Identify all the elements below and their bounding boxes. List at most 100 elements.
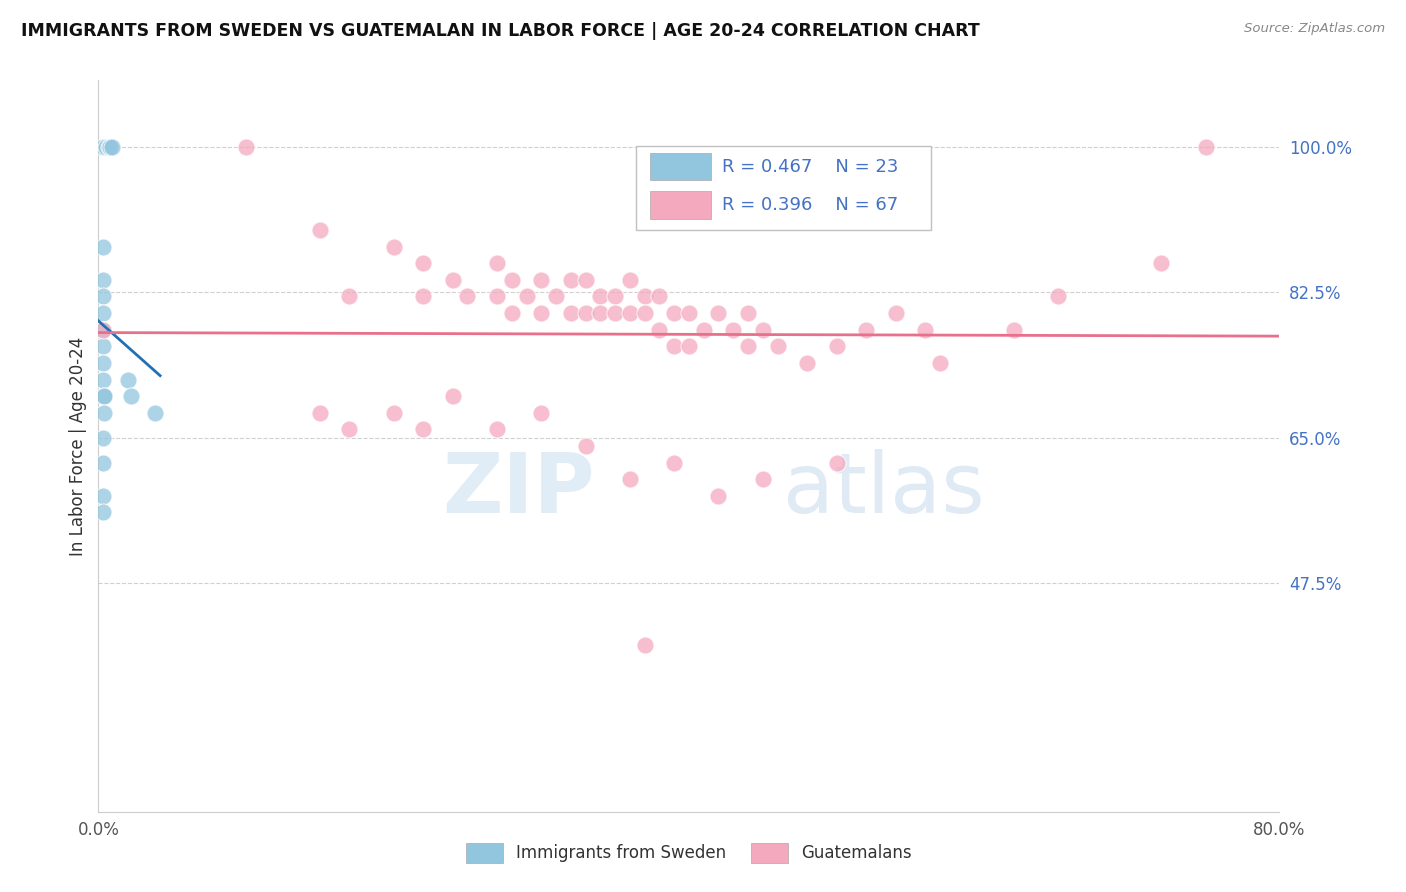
Point <box>589 289 612 303</box>
Point <box>100 140 122 154</box>
Point <box>707 489 730 503</box>
Point <box>723 323 745 337</box>
Point <box>91 489 114 503</box>
Point <box>737 339 759 353</box>
Point <box>678 339 700 353</box>
Point <box>235 140 257 154</box>
Text: atlas: atlas <box>783 450 986 531</box>
Point <box>441 273 464 287</box>
Point <box>309 406 332 420</box>
Point <box>605 289 627 303</box>
Point <box>457 289 479 303</box>
Text: R = 0.396    N = 67: R = 0.396 N = 67 <box>723 196 898 214</box>
Point <box>825 456 848 470</box>
Point <box>91 239 114 253</box>
Point <box>97 140 120 154</box>
Point <box>530 306 553 320</box>
Point <box>93 406 115 420</box>
Point <box>1195 140 1218 154</box>
Point <box>91 306 114 320</box>
Point <box>752 472 775 486</box>
Point <box>664 306 686 320</box>
Point <box>382 406 405 420</box>
Point <box>678 306 700 320</box>
FancyBboxPatch shape <box>650 192 711 219</box>
Point <box>619 273 641 287</box>
Text: R = 0.467    N = 23: R = 0.467 N = 23 <box>723 158 898 176</box>
Point <box>91 273 114 287</box>
Point <box>501 273 523 287</box>
Point <box>91 289 114 303</box>
Y-axis label: In Labor Force | Age 20-24: In Labor Force | Age 20-24 <box>69 336 87 556</box>
Point <box>1046 289 1070 303</box>
Point <box>143 406 166 420</box>
Legend: Immigrants from Sweden, Guatemalans: Immigrants from Sweden, Guatemalans <box>460 837 918 869</box>
Point <box>1002 323 1025 337</box>
Point <box>737 306 759 320</box>
Point <box>412 422 434 436</box>
Point <box>91 323 114 337</box>
Point <box>91 431 114 445</box>
Point <box>98 140 121 154</box>
Point <box>619 306 641 320</box>
Point <box>486 256 509 270</box>
Point <box>664 339 686 353</box>
Point <box>825 339 848 353</box>
Point <box>339 422 361 436</box>
Point <box>605 306 627 320</box>
Point <box>501 306 523 320</box>
Point <box>120 389 142 403</box>
Point <box>91 506 114 520</box>
Point <box>93 389 115 403</box>
Text: ZIP: ZIP <box>441 450 595 531</box>
Point <box>339 289 361 303</box>
Point <box>1150 256 1173 270</box>
Point <box>560 273 582 287</box>
Text: Source: ZipAtlas.com: Source: ZipAtlas.com <box>1244 22 1385 36</box>
Point <box>693 323 716 337</box>
Point <box>560 306 582 320</box>
Point <box>634 306 657 320</box>
Point <box>412 289 434 303</box>
Point <box>796 356 818 370</box>
Point <box>94 140 117 154</box>
Point <box>766 339 789 353</box>
Point <box>914 323 936 337</box>
Point <box>648 289 671 303</box>
Point <box>929 356 952 370</box>
Point <box>575 273 598 287</box>
Point <box>91 339 114 353</box>
Point <box>589 306 612 320</box>
Point <box>619 472 641 486</box>
FancyBboxPatch shape <box>650 153 711 180</box>
Point <box>93 389 115 403</box>
Point <box>648 323 671 337</box>
Point <box>707 306 730 320</box>
Point <box>752 323 775 337</box>
Point <box>516 289 538 303</box>
Point <box>412 256 434 270</box>
Point <box>884 306 907 320</box>
Text: IMMIGRANTS FROM SWEDEN VS GUATEMALAN IN LABOR FORCE | AGE 20-24 CORRELATION CHAR: IMMIGRANTS FROM SWEDEN VS GUATEMALAN IN … <box>21 22 980 40</box>
Point <box>91 372 114 386</box>
Point <box>575 306 598 320</box>
Point <box>382 239 405 253</box>
Point <box>530 406 553 420</box>
Point <box>546 289 568 303</box>
Point <box>486 422 509 436</box>
Point <box>634 639 657 653</box>
Point <box>575 439 598 453</box>
Point <box>91 323 114 337</box>
Point <box>117 372 139 386</box>
Point <box>855 323 877 337</box>
Point <box>486 289 509 303</box>
FancyBboxPatch shape <box>636 146 931 230</box>
Point <box>530 273 553 287</box>
Point <box>91 356 114 370</box>
Point <box>91 456 114 470</box>
Point <box>441 389 464 403</box>
Point <box>634 289 657 303</box>
Point <box>309 223 332 237</box>
Point <box>91 140 114 154</box>
Point <box>664 456 686 470</box>
